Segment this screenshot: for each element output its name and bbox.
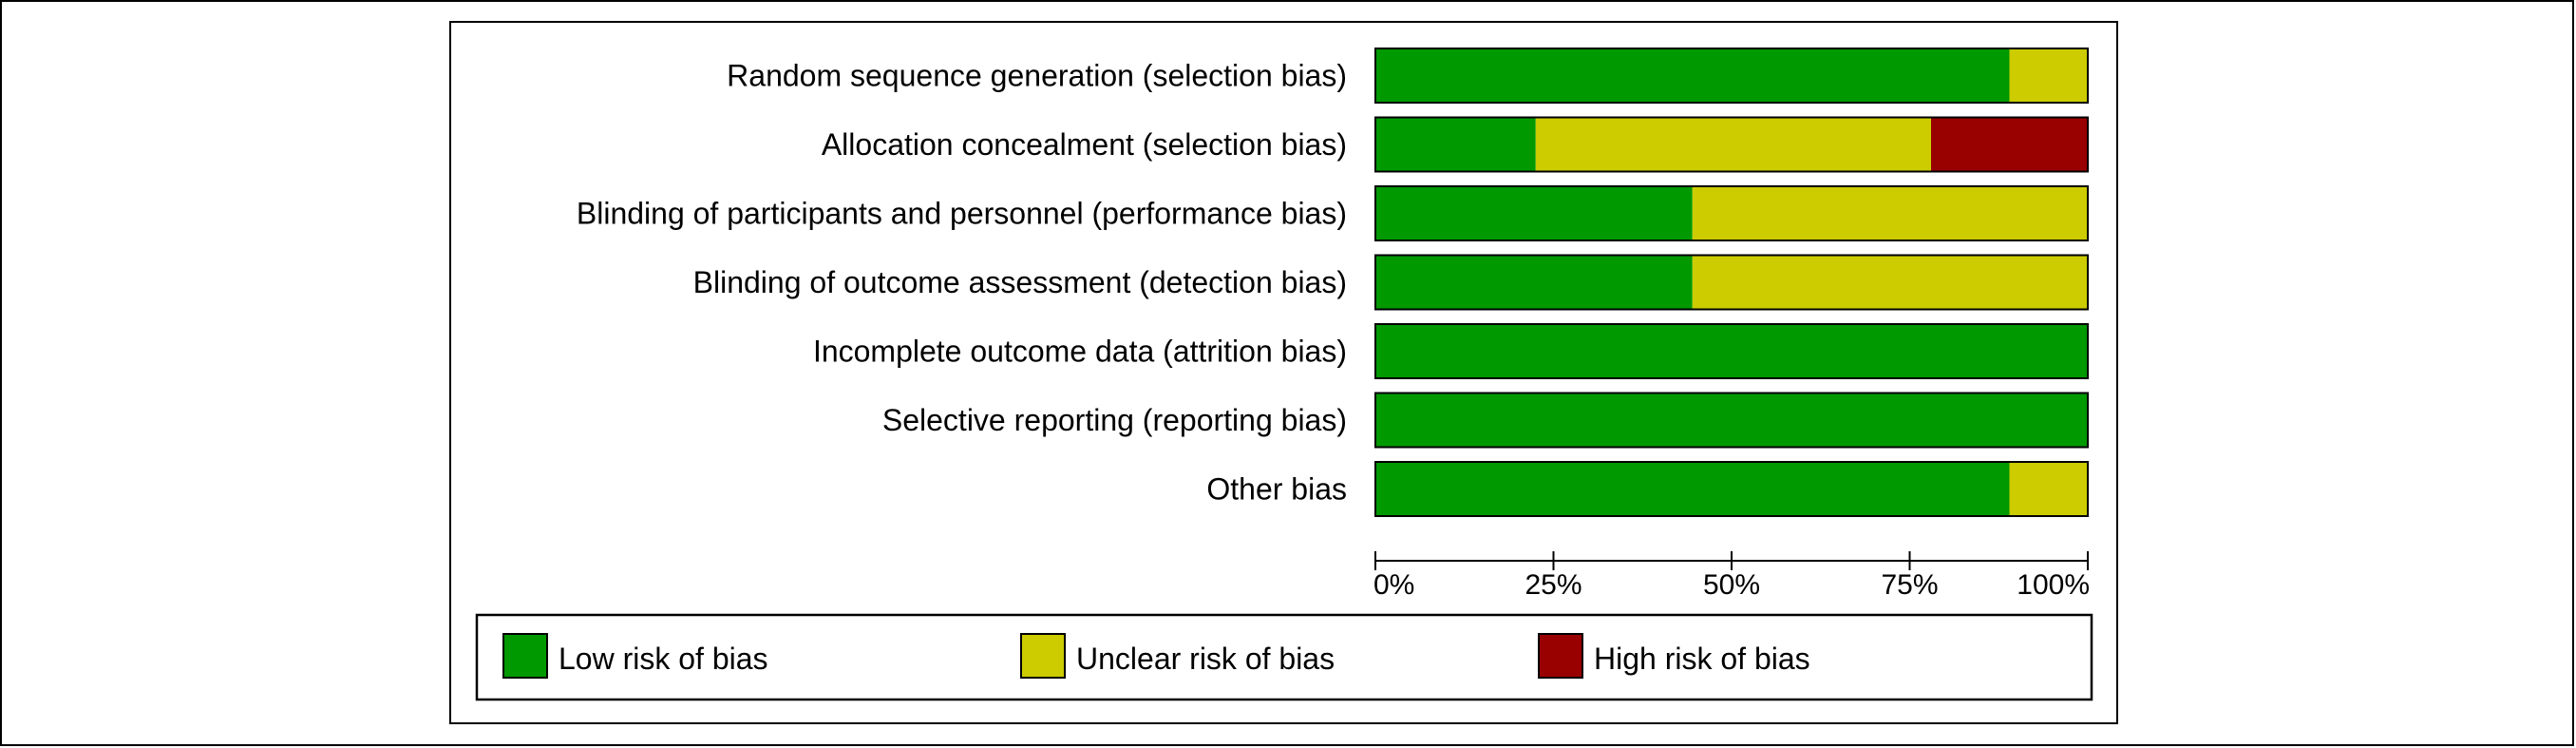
x-tick-label-4: 100% bbox=[2017, 569, 2090, 601]
bar-unclear-risk-of-bias-4 bbox=[1692, 255, 2088, 310]
bar-outline-1 bbox=[1374, 48, 2089, 104]
bar-low-risk-of-bias-4 bbox=[1375, 255, 1693, 310]
bar-unclear-risk-of-bias-7 bbox=[2009, 462, 2088, 516]
row-label-incomplete-outcome-data-attrition-bias: Incomplete outcome data (attrition bias) bbox=[813, 335, 1347, 369]
bar-outline-4 bbox=[1374, 254, 2089, 311]
bar-outline-5 bbox=[1374, 323, 2089, 379]
row-label-other-bias: Other bias bbox=[1206, 472, 1347, 507]
row-label-random-sequence-generation-selection-bias: Random sequence generation (selection bi… bbox=[727, 59, 1347, 93]
bar-outline-3 bbox=[1374, 185, 2089, 241]
bar-low-risk-of-bias-2 bbox=[1375, 117, 1536, 172]
x-tick-label-2: 50% bbox=[1703, 569, 1760, 601]
legend-label-high-risk-of-bias: High risk of bias bbox=[1594, 642, 1810, 676]
legend: Low risk of bias Unclear risk of bias High… bbox=[475, 613, 2093, 701]
x-tick-label-1: 25% bbox=[1525, 569, 1582, 601]
bar-unclear-risk-of-bias-1 bbox=[2009, 48, 2088, 103]
legend-swatch-unclear-risk-of-bias bbox=[1020, 633, 1066, 679]
x-axis: 0% 25% 50% 75% 100% bbox=[1373, 551, 2090, 601]
legend-label-low-risk-of-bias: Low risk of bias bbox=[559, 642, 768, 676]
row-label-selective-reporting-reporting-bias: Selective reporting (reporting bias) bbox=[882, 403, 1347, 437]
x-tick-label-0: 0% bbox=[1373, 569, 1414, 601]
bar-low-risk-of-bias-1 bbox=[1375, 48, 2010, 103]
legend-swatch-low-risk-of-bias bbox=[502, 633, 548, 679]
bar-outline-6 bbox=[1374, 392, 2089, 449]
x-tick-label-3: 75% bbox=[1881, 569, 1938, 601]
bar-outline-2 bbox=[1374, 116, 2089, 173]
bar-low-risk-of-bias-5 bbox=[1375, 324, 2088, 378]
row-label-blinding-of-outcome-assessment-detection-bias: Blinding of outcome assessment (detectio… bbox=[693, 265, 1347, 299]
bar-low-risk-of-bias-3 bbox=[1375, 186, 1693, 240]
bar-unclear-risk-of-bias-2 bbox=[1535, 117, 1931, 172]
bar-high-risk-of-bias-2 bbox=[1931, 117, 2088, 172]
row-label-allocation-concealment-selection-bias: Allocation concealment (selection bias) bbox=[822, 127, 1347, 162]
legend-label-unclear-risk-of-bias: Unclear risk of bias bbox=[1076, 642, 1335, 676]
legend-swatch-high-risk-of-bias bbox=[1538, 633, 1583, 679]
bar-outline-7 bbox=[1374, 461, 2089, 517]
bar-low-risk-of-bias-7 bbox=[1375, 462, 2010, 516]
bars-layer: Random sequence generation (selection bi… bbox=[577, 48, 2089, 517]
bar-unclear-risk-of-bias-3 bbox=[1692, 186, 2088, 240]
row-label-blinding-of-participants-and-personnel-performance-bias: Blinding of participants and personnel (… bbox=[577, 197, 1347, 231]
legend-box bbox=[475, 613, 2093, 701]
bar-low-risk-of-bias-6 bbox=[1375, 393, 2088, 448]
